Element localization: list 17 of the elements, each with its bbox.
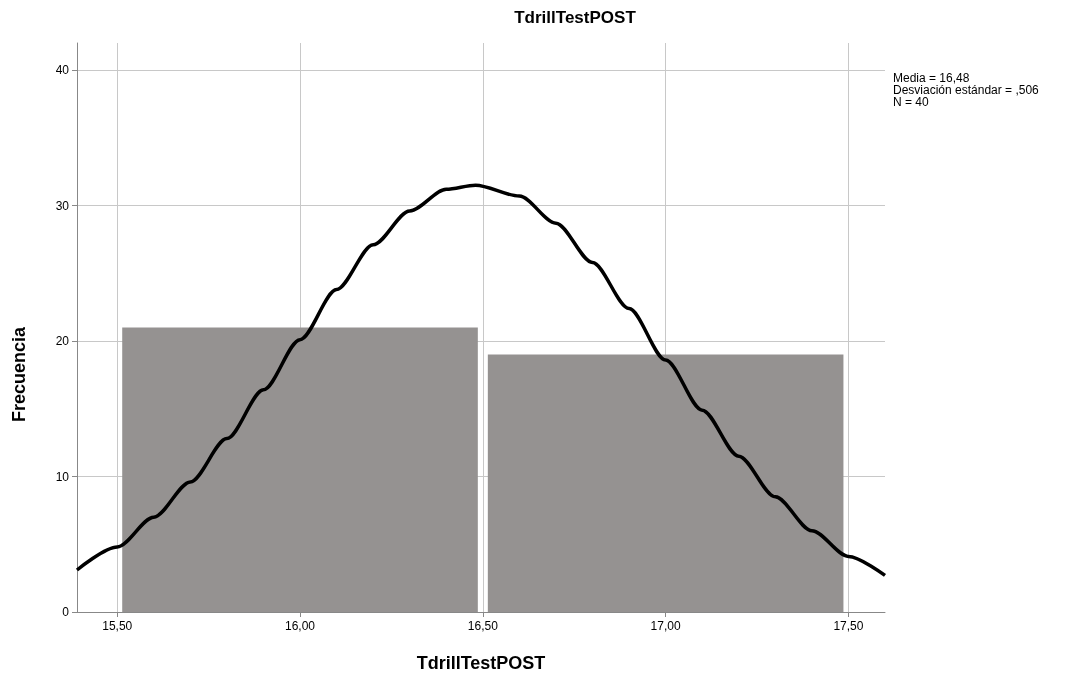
y-tick-label: 0 xyxy=(62,605,70,619)
text: N = 40 xyxy=(893,95,930,109)
x-tick-label: 17,00 xyxy=(650,619,681,633)
y-tick-label: 10 xyxy=(55,469,70,484)
line-series xyxy=(75,183,887,578)
y-tick-label: 20 xyxy=(55,334,70,349)
x-tick-label: 16,00 xyxy=(285,619,316,633)
y-tick-label: 30 xyxy=(55,198,70,213)
chart-title: TdrillTestPOST xyxy=(514,8,637,27)
y-axis-title: Frecuencia xyxy=(9,326,29,423)
x-tick-label: 15,50 xyxy=(102,619,133,633)
x-tick-label: 16,50 xyxy=(467,619,499,633)
x-tick-label: 17,50 xyxy=(833,619,864,633)
y-tick-label: 40 xyxy=(55,63,70,78)
text: Desviación estándar = ,506 xyxy=(893,83,1040,97)
x-axis-title: TdrillTestPOST xyxy=(416,653,546,673)
text: Media = 16,48 xyxy=(893,71,970,85)
